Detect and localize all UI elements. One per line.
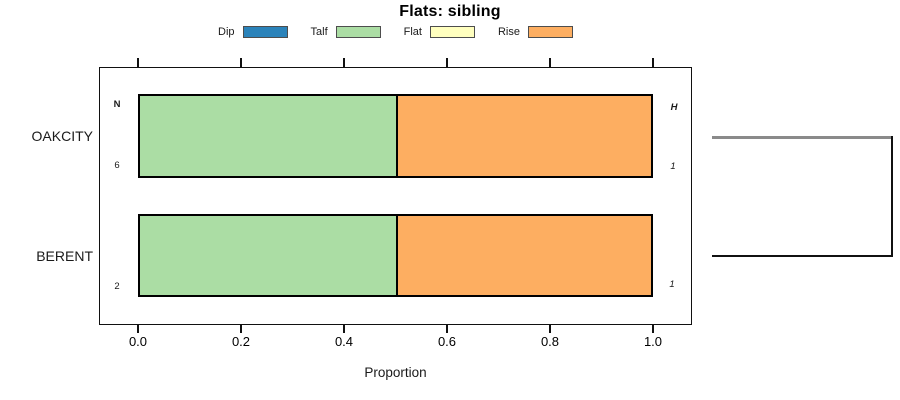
bar-segment-talf (140, 96, 396, 176)
x-tick-label: 0.2 (231, 334, 251, 349)
x-tick-label: 0.8 (540, 334, 560, 349)
x-tick-label: 1.0 (643, 334, 663, 349)
legend-label: Talf (310, 26, 328, 38)
x-tick-bottom (343, 325, 345, 333)
h-value-oakcity: 1 (670, 161, 676, 172)
x-tick-top (549, 58, 551, 67)
x-tick-bottom (137, 325, 139, 333)
legend-item-rise: Rise (498, 26, 573, 38)
legend-item-talf: Talf (311, 26, 381, 38)
legend-swatch-rise (528, 26, 573, 38)
x-tick-top (446, 58, 448, 67)
stacked-bar-oakcity (138, 94, 653, 178)
n-value-berent: 2 (114, 281, 120, 292)
bar-segment-rise (395, 216, 651, 295)
x-tick-bottom (549, 325, 551, 333)
n-value-oakcity: 6 (114, 160, 120, 171)
h-value-berent: 1 (669, 279, 675, 290)
x-tick-label: 0.0 (128, 334, 148, 349)
y-axis-label-berent: BERENT (36, 248, 93, 264)
legend-swatch-flat (429, 26, 475, 38)
x-tick-label: 0.4 (334, 334, 354, 349)
bar-segment-rise (395, 96, 651, 176)
legend-swatch-talf (335, 26, 381, 38)
x-tick-top (652, 58, 654, 67)
legend-label: Rise (497, 26, 520, 38)
x-tick-bottom (240, 325, 242, 333)
x-tick-bottom (446, 325, 448, 333)
legend-item-dip: Dip (218, 26, 288, 38)
stacked-bar-berent (138, 214, 653, 297)
x-tick-top (137, 58, 139, 67)
chart-title: Flats: sibling (399, 3, 501, 20)
x-axis-title: Proportion (364, 365, 427, 380)
legend-item-flat: Flat (404, 26, 475, 38)
bracket-top-line (712, 136, 893, 139)
legend-label: Dip (218, 26, 235, 38)
x-tick-top (343, 58, 345, 67)
n-column-header: N (113, 99, 121, 110)
h-column-header: H (670, 102, 678, 113)
legend: Dip Talf Flat Rise (99, 23, 692, 41)
x-tick-top (240, 58, 242, 67)
y-axis-label-oakcity: OAKCITY (31, 128, 93, 144)
x-tick-bottom (652, 325, 654, 333)
x-tick-label: 0.6 (437, 334, 457, 349)
bracket-right-line (891, 136, 893, 257)
bracket-bottom-line (712, 255, 893, 257)
bar-segment-talf (140, 216, 396, 295)
legend-swatch-dip (242, 26, 288, 38)
legend-label: Flat (403, 26, 422, 38)
